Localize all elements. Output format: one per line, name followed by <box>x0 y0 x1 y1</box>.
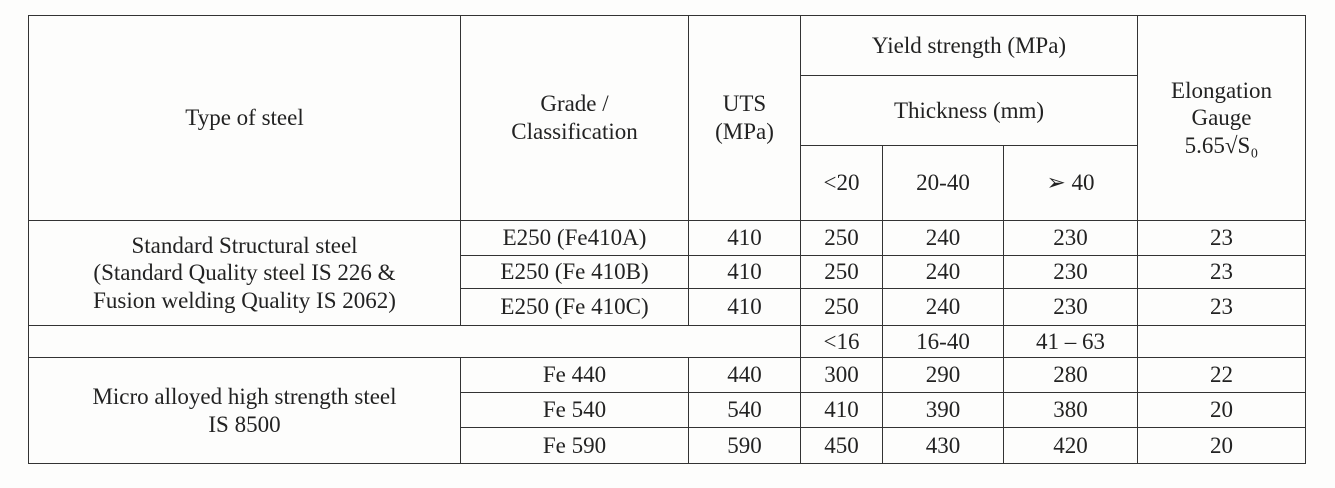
header-cell: Type of steel <box>28 15 461 221</box>
header-cell: Grade / Classification <box>460 15 689 221</box>
data-cell: 410 <box>800 392 883 428</box>
header-cell: Thickness (mm) <box>800 75 1138 146</box>
header-cell: ➢ 40 <box>1003 145 1138 221</box>
data-cell: 410 <box>688 255 801 289</box>
data-cell: 390 <box>882 392 1004 428</box>
header-cell: UTS (MPa) <box>688 15 801 221</box>
header-cell: Elongation Gauge 5.65√S₀ <box>1137 15 1306 221</box>
data-cell: 230 <box>1003 255 1138 289</box>
table-row: Micro alloyed high strength steel IS 8500… <box>28 357 1306 464</box>
header-text: Yield strength (MPa) <box>871 32 1067 58</box>
type-text: IS 8500 <box>208 411 281 437</box>
data-cell: 300 <box>800 357 883 393</box>
data-cell: 410 <box>688 220 801 256</box>
data-cell: 250 <box>800 220 883 256</box>
data-cell: <16 <box>800 325 883 358</box>
data-cell: E250 (Fe410A) <box>460 220 689 256</box>
data-cell: 230 <box>1003 288 1138 326</box>
header-cell: <20 <box>800 145 883 221</box>
header-text: Gauge <box>1191 105 1252 131</box>
data-cell: 22 <box>1137 357 1306 393</box>
table-row: Fe 590 590 450 430 420 20 <box>29 427 1306 464</box>
data-cell: Fe 540 <box>460 392 689 428</box>
data-cell: E250 (Fe 410C) <box>460 288 689 326</box>
empty-cell <box>28 325 801 358</box>
header-text: Elongation <box>1171 77 1272 103</box>
data-cell: 240 <box>882 220 1004 256</box>
data-cell: 380 <box>1003 392 1138 428</box>
header-text: 5.65√S₀ <box>1184 132 1259 158</box>
data-cell: 41 – 63 <box>1003 325 1138 358</box>
table-row: E250 (Fe 410C) 410 250 240 230 23 <box>29 288 1306 326</box>
empty-cell <box>1137 325 1306 358</box>
data-cell: 280 <box>1003 357 1138 393</box>
steel-table: Type of steel Grade / Classification UTS(… <box>28 15 1306 464</box>
data-cell: 240 <box>882 288 1004 326</box>
data-cell: 440 <box>688 357 801 393</box>
type-cell: Standard Structural steel (Standard Quali… <box>28 220 461 326</box>
data-cell: E250 (Fe 410B) <box>460 255 689 289</box>
data-cell: 23 <box>1137 255 1306 289</box>
header-text: Thickness (mm) <box>893 97 1045 123</box>
data-cell: 420 <box>1003 427 1138 464</box>
data-cell: Fe 590 <box>460 427 689 464</box>
data-cell: 250 <box>800 288 883 326</box>
type-text: Fusion welding Quality IS 2062) <box>93 287 396 313</box>
header-cell: Yield strength (MPa) <box>800 15 1138 76</box>
data-cell: 410 <box>688 288 801 326</box>
header-text: Classification <box>511 119 638 144</box>
data-cell: 590 <box>688 427 801 464</box>
data-cell: 230 <box>1003 220 1138 256</box>
table-row: Standard Structural steel (Standard Quali… <box>28 220 1306 326</box>
data-cell: 450 <box>800 427 883 464</box>
data-cell: 250 <box>800 255 883 289</box>
header-cell: 20-40 <box>882 145 1004 221</box>
header-text: UTS <box>722 91 767 117</box>
data-cell: 23 <box>1137 220 1306 256</box>
data-cell: 23 <box>1137 288 1306 326</box>
type-text: Micro alloyed high strength steel <box>92 383 397 409</box>
table-row: Fe 540 540 410 390 380 20 <box>29 392 1306 428</box>
type-cell: Micro alloyed high strength steel IS 8500 <box>28 357 461 464</box>
data-cell: 290 <box>882 357 1004 393</box>
type-text: Standard Structural steel <box>131 232 358 258</box>
data-cell: 20 <box>1137 392 1306 428</box>
header-text: Grade / <box>540 91 609 117</box>
data-cell: Fe 440 <box>460 357 689 393</box>
header-text: Type of steel <box>185 105 304 131</box>
data-cell: 430 <box>882 427 1004 464</box>
data-cell: 240 <box>882 255 1004 289</box>
type-text: (Standard Quality steel IS 226 & <box>93 260 396 286</box>
data-cell: 540 <box>688 392 801 428</box>
data-cell: 20 <box>1137 427 1306 464</box>
table-body: Standard Structural steel (Standard Quali… <box>28 220 1306 464</box>
data-cell: 16-40 <box>882 325 1004 358</box>
header-text: (MPa) <box>715 119 774 144</box>
table-row: <16 16-40 41 – 63 <box>28 325 1306 358</box>
